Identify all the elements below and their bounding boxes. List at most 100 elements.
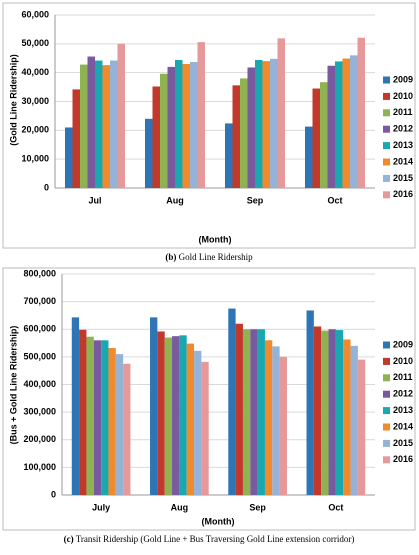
y-tick-label: 800,000 bbox=[23, 268, 56, 278]
y-tick-label: 60,000 bbox=[21, 9, 49, 19]
legend-swatch bbox=[383, 423, 390, 431]
caption: (c) Transit Ridership (Gold Line + Bus T… bbox=[64, 534, 355, 544]
bar bbox=[194, 350, 202, 495]
x-tick-label: July bbox=[92, 502, 110, 512]
bar bbox=[145, 118, 153, 188]
bar bbox=[86, 336, 94, 495]
y-tick-label: 40,000 bbox=[21, 67, 49, 77]
bar bbox=[262, 61, 270, 189]
y-tick-label: 300,000 bbox=[23, 407, 56, 417]
legend-label: 2011 bbox=[393, 107, 413, 117]
bar bbox=[312, 88, 320, 188]
bar bbox=[71, 317, 80, 495]
bar bbox=[250, 329, 258, 495]
legend-swatch bbox=[383, 191, 390, 199]
y-tick-label: 20,000 bbox=[21, 125, 49, 135]
legend-label: 2009 bbox=[393, 339, 413, 349]
legend-label: 2014 bbox=[393, 421, 413, 431]
legend-swatch bbox=[383, 109, 390, 117]
y-tick-label: 50,000 bbox=[21, 38, 49, 48]
bar bbox=[343, 339, 351, 495]
bar bbox=[327, 65, 335, 188]
bar bbox=[328, 329, 336, 495]
bar bbox=[175, 59, 183, 189]
legend-swatch bbox=[383, 142, 390, 150]
bar bbox=[167, 66, 175, 188]
legend-swatch bbox=[383, 92, 390, 100]
legend-swatch bbox=[383, 158, 390, 166]
bar bbox=[65, 127, 73, 188]
legend-label: 2011 bbox=[393, 372, 413, 382]
legend-swatch bbox=[383, 390, 390, 398]
bar bbox=[321, 330, 329, 495]
caption-label: (c) bbox=[64, 534, 74, 544]
bar bbox=[172, 336, 180, 495]
legend-label: 2016 bbox=[393, 454, 413, 464]
y-axis-title: (Bus + Gold Line Ridership) bbox=[8, 326, 18, 445]
legend-swatch bbox=[383, 125, 390, 133]
x-tick-label: Oct bbox=[327, 195, 342, 205]
y-tick-label: 0 bbox=[51, 489, 56, 499]
legend-label: 2013 bbox=[393, 140, 413, 150]
legend-swatch bbox=[383, 407, 390, 415]
x-axis-title: (Month) bbox=[202, 516, 235, 526]
legend-label: 2014 bbox=[393, 156, 413, 166]
bar bbox=[182, 64, 190, 188]
x-tick-label: Aug bbox=[166, 195, 184, 205]
legend-swatch bbox=[383, 456, 390, 464]
bar bbox=[270, 58, 278, 189]
bar bbox=[95, 60, 103, 188]
bar bbox=[320, 82, 328, 188]
bar bbox=[101, 340, 109, 495]
caption-text: Transit Ridership (Gold Line + Bus Trave… bbox=[76, 534, 355, 544]
legend-label: 2010 bbox=[393, 91, 413, 101]
bar bbox=[335, 330, 344, 495]
bar bbox=[150, 317, 158, 495]
legend-swatch bbox=[383, 76, 390, 84]
legend-swatch bbox=[383, 439, 390, 447]
legend-label: 2012 bbox=[393, 389, 413, 399]
bar bbox=[232, 85, 240, 188]
x-tick-label: Sep bbox=[249, 502, 266, 512]
y-tick-label: 700,000 bbox=[23, 296, 56, 306]
caption-text: Gold Line Ridership bbox=[179, 252, 253, 262]
bar bbox=[225, 123, 233, 188]
legend-label: 2013 bbox=[393, 405, 413, 415]
legend-swatch bbox=[383, 357, 390, 365]
bar bbox=[164, 337, 173, 495]
bar bbox=[335, 61, 343, 189]
y-tick-label: 200,000 bbox=[23, 434, 56, 444]
bar bbox=[108, 348, 116, 495]
chart-border bbox=[2, 267, 416, 531]
y-tick-label: 500,000 bbox=[23, 351, 56, 361]
caption: (b) Gold Line Ridership bbox=[165, 252, 253, 262]
legend-label: 2009 bbox=[393, 74, 413, 84]
legend-label: 2016 bbox=[393, 189, 413, 199]
bar bbox=[123, 363, 131, 495]
bar bbox=[110, 60, 118, 188]
x-axis-title: (Month) bbox=[199, 234, 232, 244]
x-tick-label: Sep bbox=[247, 195, 264, 205]
bar bbox=[255, 59, 263, 189]
bar bbox=[201, 361, 209, 495]
bar bbox=[235, 323, 243, 495]
y-tick-label: 0 bbox=[44, 182, 49, 192]
bar bbox=[279, 356, 287, 495]
bar bbox=[87, 56, 95, 188]
bar bbox=[247, 67, 255, 188]
bar bbox=[152, 86, 160, 188]
x-tick-label: Jul bbox=[88, 195, 101, 205]
chart-border bbox=[2, 2, 416, 249]
legend-swatch bbox=[383, 374, 390, 382]
bar bbox=[228, 308, 236, 495]
bar bbox=[242, 329, 251, 495]
bar bbox=[306, 310, 314, 495]
bar bbox=[350, 55, 358, 188]
legend-label: 2015 bbox=[393, 173, 413, 183]
y-tick-label: 400,000 bbox=[23, 379, 56, 389]
bar bbox=[79, 329, 87, 495]
bar bbox=[197, 42, 205, 188]
caption-label: (b) bbox=[165, 252, 176, 262]
